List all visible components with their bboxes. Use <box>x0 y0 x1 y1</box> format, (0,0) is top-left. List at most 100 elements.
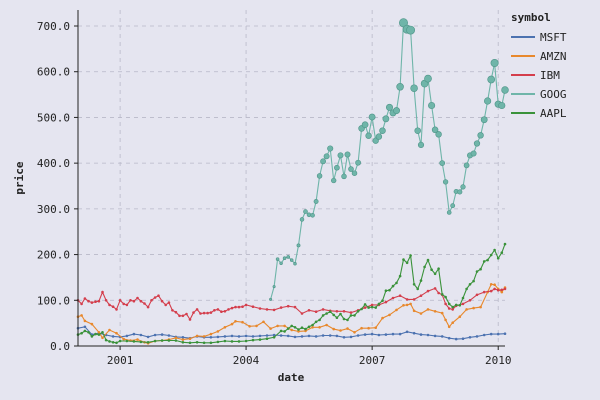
x-tick-label: 2007 <box>359 354 386 367</box>
data-point-ibm <box>258 307 262 310</box>
legend-label-msft: MSFT <box>540 31 567 44</box>
data-point-msft <box>426 333 430 337</box>
data-point-ibm <box>307 309 311 312</box>
data-point-amzn <box>241 320 244 324</box>
data-point-aapl <box>437 267 440 271</box>
data-point-aapl <box>244 339 248 343</box>
data-point-ibm <box>192 311 195 314</box>
data-point-aapl <box>405 261 409 265</box>
data-point-amzn <box>402 304 405 307</box>
data-point-aapl <box>489 253 493 257</box>
data-point-amzn <box>174 336 178 340</box>
data-point-ibm <box>293 305 297 309</box>
y-tick-label: 0.0 <box>50 340 70 353</box>
data-point-msft <box>342 336 346 339</box>
data-point-goog <box>279 261 283 266</box>
data-point-goog <box>351 170 358 176</box>
data-point-amzn <box>339 329 342 332</box>
data-point-msft <box>321 334 325 337</box>
data-point-amzn <box>433 310 437 313</box>
data-point-ibm <box>234 305 237 309</box>
data-point-goog <box>372 137 379 144</box>
data-point-ibm <box>503 287 507 291</box>
data-point-aapl <box>412 283 416 286</box>
data-point-aapl <box>402 258 405 261</box>
data-point-amzn <box>115 331 118 335</box>
data-point-goog <box>410 84 418 92</box>
y-tick-label: 500.0 <box>37 111 70 124</box>
y-axis-title: price <box>13 161 26 194</box>
data-point-ibm <box>178 314 181 318</box>
data-point-aapl <box>279 329 283 333</box>
data-point-amzn <box>269 327 272 330</box>
data-point-goog <box>480 116 488 124</box>
data-point-aapl <box>174 339 178 342</box>
y-tick-label: 300.0 <box>37 203 70 216</box>
x-tick-label: 2010 <box>485 354 512 367</box>
data-point-aapl <box>80 331 83 335</box>
data-point-amzn <box>97 331 101 334</box>
data-point-aapl <box>125 339 129 343</box>
data-point-ibm <box>157 294 160 298</box>
data-point-ibm <box>132 299 136 303</box>
data-point-aapl <box>391 284 395 288</box>
data-point-ibm <box>115 308 118 311</box>
data-point-goog <box>320 158 326 165</box>
series-line-goog <box>270 20 506 300</box>
data-point-aapl <box>300 326 304 330</box>
data-point-ibm <box>90 301 94 304</box>
data-point-aapl <box>314 320 318 324</box>
data-point-amzn <box>318 326 321 329</box>
data-point-amzn <box>367 326 370 330</box>
data-point-msft <box>146 335 150 339</box>
data-point-goog <box>446 210 452 215</box>
data-point-ibm <box>286 304 290 308</box>
data-point-aapl <box>433 272 437 276</box>
series-ibm <box>76 287 507 321</box>
data-point-aapl <box>384 289 388 293</box>
data-point-ibm <box>405 298 409 301</box>
data-point-goog <box>286 255 291 259</box>
data-point-msft <box>111 335 115 338</box>
data-point-aapl <box>423 265 426 269</box>
data-point-ibm <box>129 299 132 302</box>
data-point-goog <box>414 127 421 134</box>
data-point-ibm <box>493 287 496 291</box>
axes <box>77 10 505 347</box>
data-point-goog <box>331 177 337 184</box>
data-point-msft <box>181 336 185 339</box>
data-point-msft <box>209 336 213 339</box>
data-point-amzn <box>489 283 493 286</box>
data-point-amzn <box>122 337 125 341</box>
legend-label-goog: GOOG <box>540 88 567 101</box>
data-point-goog <box>344 151 351 158</box>
data-point-aapl <box>356 310 360 313</box>
data-point-ibm <box>444 302 447 306</box>
data-point-aapl <box>409 254 412 257</box>
data-point-aapl <box>360 307 363 311</box>
data-point-aapl <box>374 306 378 309</box>
data-point-goog <box>337 152 344 159</box>
series-line-amzn <box>77 283 506 344</box>
data-point-goog <box>341 173 347 180</box>
data-point-amzn <box>447 325 451 329</box>
data-point-msft <box>125 334 129 338</box>
data-point-ibm <box>461 302 465 306</box>
data-point-aapl <box>304 327 307 331</box>
data-point-msft <box>349 335 353 339</box>
data-point-amzn <box>262 320 265 324</box>
data-point-amzn <box>360 326 363 330</box>
data-point-msft <box>377 333 381 337</box>
data-point-ibm <box>118 299 122 302</box>
data-point-amzn <box>426 308 430 311</box>
data-point-aapl <box>318 318 321 322</box>
data-point-ibm <box>230 306 234 310</box>
data-point-amzn <box>332 327 336 331</box>
data-point-ibm <box>265 308 269 311</box>
data-point-aapl <box>349 314 353 317</box>
data-point-ibm <box>164 303 167 307</box>
legend-label-aapl: AAPL <box>540 107 567 120</box>
data-point-amzn <box>465 308 468 311</box>
data-point-ibm <box>125 303 129 307</box>
data-point-amzn <box>444 318 447 322</box>
